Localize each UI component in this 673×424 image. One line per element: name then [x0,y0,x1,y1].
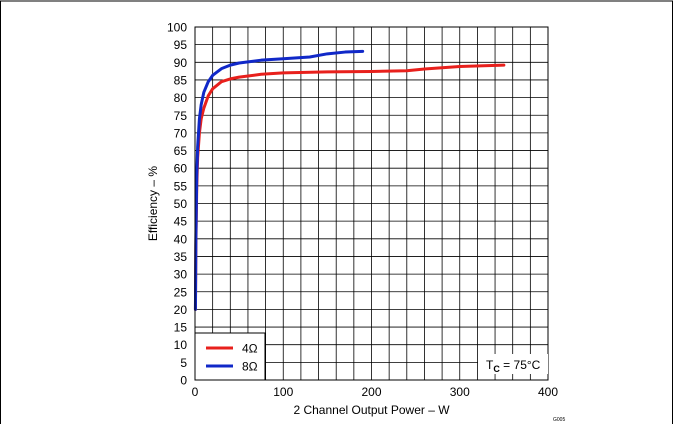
y-tick-label: 55 [174,179,188,193]
chart-series [193,49,506,311]
x-tick-label: 200 [361,385,381,399]
y-tick-label: 25 [174,285,188,299]
y-axis-label-group: Efficiency – % [146,166,160,241]
y-tick-label: 65 [174,144,188,158]
y-tick-label: 45 [174,215,188,229]
y-tick-label: 90 [174,56,188,70]
x-tick-label: 100 [273,385,293,399]
legend-label: 4Ω [242,342,258,356]
y-tick-label: 40 [174,232,188,246]
y-tick-label: 85 [174,73,188,87]
y-tick-label: 35 [174,250,188,264]
chart-ticks: 0 5 10 15 20 25 30 35 40 45 50 55 60 65 70 75 80 85 90 95 10… [167,21,558,400]
y-tick-label: 95 [174,38,188,52]
plot-border [194,26,549,381]
y-tick-label: 60 [174,162,188,176]
legend-box [194,332,266,381]
x-axis-label: 2 Channel Output Power – W [293,403,450,417]
annotation-t: T [486,358,494,372]
x-tick-label: 400 [538,385,558,399]
annotation-value: = 75°C [500,358,541,372]
y-tick-label: 100 [167,21,187,35]
condition-annotation: TC = 75°C [478,354,548,374]
annotation-subscript: C [493,364,500,374]
x-tick-label: 300 [450,385,470,399]
series-line-1 [193,63,506,311]
x-tick-label: 0 [192,385,199,399]
y-tick-label: 50 [174,197,188,211]
series-line-2 [193,49,365,311]
y-tick-label: 30 [174,268,188,282]
y-tick-label: 70 [174,126,188,140]
y-tick-label: 5 [180,356,187,370]
y-tick-label: 15 [174,321,188,335]
chart-grid [194,26,549,381]
y-tick-label: 80 [174,91,188,105]
legend-label: 8Ω [242,360,258,374]
figure-id: G005 [553,417,565,423]
annotation-box-bg [478,354,548,374]
annotation-text: TC = 75°C [486,358,541,374]
y-tick-label: 75 [174,109,188,123]
y-axis-label: Efficiency – % [146,166,160,241]
y-tick-label: 20 [174,303,188,317]
y-tick-label: 0 [180,374,187,388]
y-tick-label: 10 [174,338,188,352]
